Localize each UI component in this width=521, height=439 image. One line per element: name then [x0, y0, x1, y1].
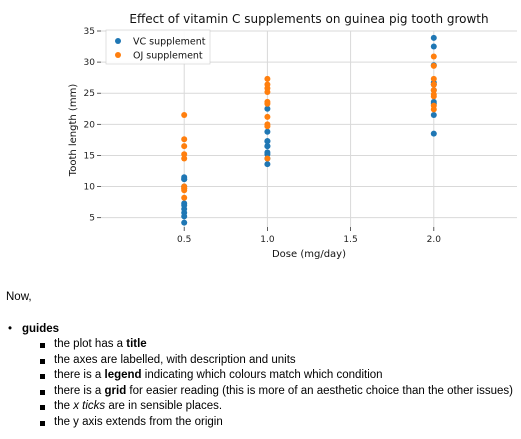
x-tick-label: 0.5 [177, 235, 191, 245]
vc-data-point [264, 161, 270, 167]
oj-data-point [431, 82, 437, 88]
guide-point: there is a grid for easier reading (this… [40, 384, 521, 400]
oj-data-point [181, 143, 187, 149]
legend-label-vc: VC supplement [133, 37, 206, 48]
vc-data-point [264, 138, 270, 144]
scatter-chart: Effect of vitamin C supplements on guine… [0, 0, 521, 270]
chart-title: Effect of vitamin C supplements on guine… [129, 12, 488, 26]
oj-data-point [264, 156, 270, 162]
oj-data-point [181, 195, 187, 201]
oj-data-point [431, 103, 437, 109]
oj-data-point [431, 54, 437, 60]
oj-data-point [264, 121, 270, 127]
legend: VC supplement OJ supplement [106, 30, 210, 64]
y-tick-label: 25 [84, 89, 95, 99]
data-points [181, 35, 437, 226]
legend-marker-oj [115, 52, 121, 58]
x-tick-label: 1.0 [260, 235, 275, 245]
vc-data-point [431, 112, 437, 118]
vc-data-point [431, 131, 437, 137]
y-tick-label: 30 [84, 58, 96, 68]
x-axis-label: Dose (mg/day) [272, 249, 346, 260]
guide-point: the axes are labelled, with description … [40, 353, 521, 369]
chart: Effect of vitamin C supplements on guine… [0, 0, 521, 270]
guide-point: there is a legend indicating which colou… [40, 368, 521, 384]
intro-text: Now, [6, 290, 521, 306]
oj-data-point [264, 114, 270, 120]
y-tick-label: 10 [84, 183, 96, 193]
guide-point: the plot has a title [40, 337, 521, 353]
vc-data-point [181, 176, 187, 182]
oj-data-point [264, 99, 270, 105]
vc-data-point [264, 129, 270, 135]
oj-data-point [264, 85, 270, 91]
oj-data-point [431, 91, 437, 97]
oj-data-point [181, 112, 187, 118]
vc-data-point [431, 35, 437, 41]
oj-data-point [264, 76, 270, 82]
guide-point: the y axis extends from the origin [40, 415, 521, 431]
vc-data-point [181, 220, 187, 226]
oj-data-point [181, 136, 187, 142]
x-tick-label: 1.5 [343, 235, 357, 245]
guides-sublist: the plot has a title the axes are labelle… [22, 337, 521, 430]
vc-data-point [431, 44, 437, 50]
oj-data-point [181, 185, 187, 191]
guide-point: the x ticks are in sensible places. [40, 399, 521, 415]
oj-data-point [431, 76, 437, 82]
oj-data-point [431, 63, 437, 69]
y-axis-label: Tooth length (mm) [68, 84, 79, 178]
legend-marker-vc [115, 38, 121, 44]
vc-data-point [264, 149, 270, 155]
vc-data-point [181, 202, 187, 208]
x-tick-label: 2.0 [427, 235, 442, 245]
oj-data-point [181, 156, 187, 162]
legend-label-oj: OJ supplement [133, 51, 203, 62]
guides-label: guides [22, 323, 59, 335]
y-tick-label: 15 [84, 151, 95, 161]
vc-data-point [181, 213, 187, 219]
y-tick-label: 35 [84, 27, 95, 37]
y-tick-label: 20 [84, 120, 96, 130]
y-tick-label: 5 [89, 214, 95, 224]
